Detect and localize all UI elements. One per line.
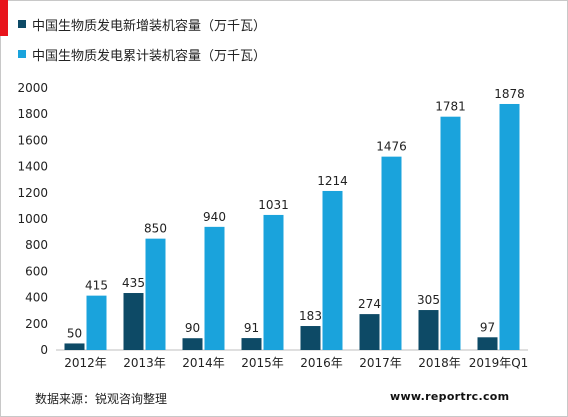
legend: 中国生物质发电新增装机容量（万千瓦） 中国生物质发电累计装机容量（万千瓦） bbox=[18, 14, 266, 74]
data-label-new: 274 bbox=[358, 297, 381, 311]
source-note: 数据来源：锐观咨询整理 bbox=[35, 392, 168, 406]
bar-new bbox=[123, 293, 144, 350]
data-label-cumulative: 1031 bbox=[258, 198, 289, 212]
x-tick-label: 2013年 bbox=[123, 356, 166, 370]
bar-new bbox=[182, 338, 203, 350]
accent-bar bbox=[0, 0, 8, 36]
bar-new bbox=[477, 337, 498, 350]
x-tick-label: 2012年 bbox=[64, 356, 107, 370]
x-tick-label: 2014年 bbox=[182, 356, 225, 370]
bar-cumulative bbox=[440, 116, 461, 351]
bar-cumulative bbox=[263, 214, 284, 350]
data-label-cumulative: 1214 bbox=[317, 174, 348, 188]
x-tick-label: 2019年Q1 bbox=[469, 356, 529, 370]
bar-new bbox=[64, 343, 85, 350]
data-label-new: 91 bbox=[244, 321, 259, 335]
bar-new bbox=[359, 314, 380, 350]
legend-item-new: 中国生物质发电新增装机容量（万千瓦） bbox=[18, 14, 266, 34]
y-tick-label: 800 bbox=[25, 238, 48, 252]
y-tick-label: 1400 bbox=[17, 160, 48, 174]
x-tick-label: 2015年 bbox=[241, 356, 284, 370]
bar-new bbox=[300, 326, 321, 350]
bar-new bbox=[418, 310, 439, 350]
data-label-cumulative: 1781 bbox=[435, 100, 466, 114]
data-label-cumulative: 1476 bbox=[376, 140, 407, 154]
bar-cumulative bbox=[204, 226, 225, 350]
bar-cumulative bbox=[145, 238, 166, 350]
y-tick-label: 1600 bbox=[17, 133, 48, 147]
data-label-new: 97 bbox=[480, 320, 495, 334]
y-tick-label: 1200 bbox=[17, 186, 48, 200]
website-label: www.reportrc.com bbox=[390, 390, 510, 403]
data-label-new: 50 bbox=[67, 326, 82, 340]
y-tick-label: 0 bbox=[40, 343, 48, 357]
y-tick-label: 200 bbox=[25, 317, 48, 331]
data-label-new: 435 bbox=[122, 276, 145, 290]
x-tick-label: 2018年 bbox=[418, 356, 461, 370]
data-label-new: 183 bbox=[299, 309, 322, 323]
bar-cumulative bbox=[322, 190, 343, 350]
y-tick-label: 600 bbox=[25, 264, 48, 278]
y-tick-label: 1800 bbox=[17, 107, 48, 121]
y-tick-label: 400 bbox=[25, 291, 48, 305]
bar-new bbox=[241, 338, 262, 350]
data-label-new: 305 bbox=[417, 293, 440, 307]
data-label-new: 90 bbox=[185, 321, 200, 335]
legend-label-new: 中国生物质发电新增装机容量（万千瓦） bbox=[32, 18, 267, 34]
y-tick-label: 2000 bbox=[17, 81, 48, 95]
legend-swatch-new bbox=[18, 20, 26, 28]
bar-cumulative bbox=[499, 103, 520, 351]
legend-label-cumulative: 中国生物质发电累计装机容量（万千瓦） bbox=[32, 48, 267, 64]
data-label-cumulative: 415 bbox=[85, 279, 108, 293]
x-tick-label: 2016年 bbox=[300, 356, 343, 370]
data-label-cumulative: 850 bbox=[144, 222, 167, 236]
legend-item-cumulative: 中国生物质发电累计装机容量（万千瓦） bbox=[18, 44, 266, 64]
bar-cumulative bbox=[381, 156, 402, 350]
data-label-cumulative: 1878 bbox=[494, 87, 525, 101]
bar-cumulative bbox=[86, 295, 107, 350]
y-tick-label: 1000 bbox=[17, 212, 48, 226]
x-tick-label: 2017年 bbox=[359, 356, 402, 370]
legend-swatch-cumulative bbox=[18, 50, 26, 58]
data-label-cumulative: 940 bbox=[203, 210, 226, 224]
